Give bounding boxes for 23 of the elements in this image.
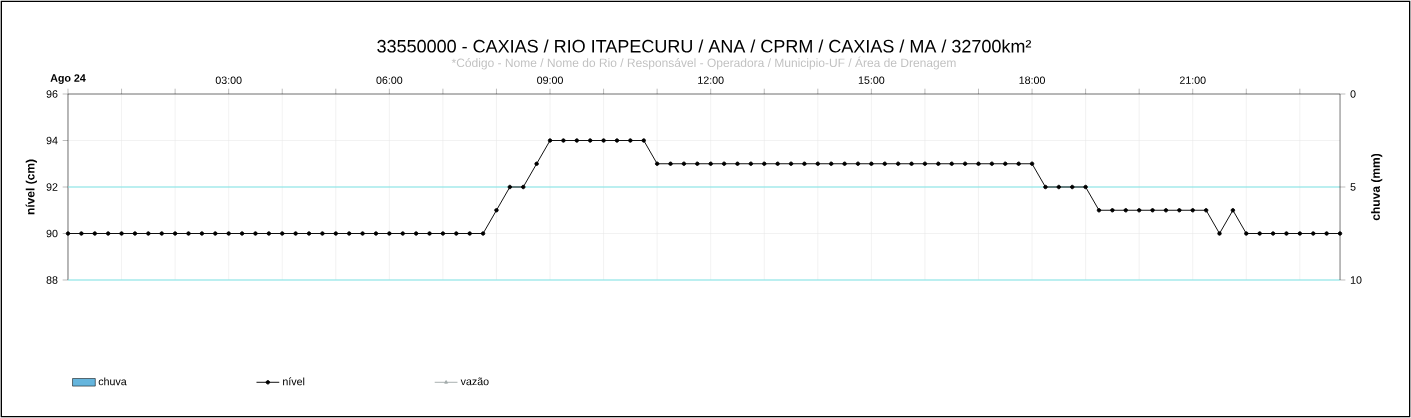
y-tick-label: 94	[46, 136, 58, 145]
y-tick-label: 92	[46, 183, 58, 191]
y2-tick-label: 5	[1350, 183, 1356, 191]
y2-axis-title: chuva (mm)	[1371, 153, 1383, 221]
x-tick-label: Ago 24	[50, 74, 86, 84]
x-tick-label: 15:00	[858, 76, 885, 84]
legend-label: vazão	[460, 377, 489, 386]
legend-label: chuva	[98, 377, 127, 386]
x-tick-label: 21:00	[1179, 76, 1206, 84]
chart-subtitle: *Código - Nome / Nome do Rio / Responsável - Operadora / Municipio-UF / Área de Drenagem	[451, 56, 956, 70]
x-tick-label: 12:00	[698, 76, 724, 84]
y-axis-title: nível (cm)	[25, 159, 37, 215]
y-tick-label: 96	[46, 90, 58, 98]
chart-title: 33550000 - CAXIAS / RIO ITAPECURU / ANA / CPRM / CAXIAS / MA / 32700km²	[377, 39, 1032, 53]
y2-tick-label: 10	[1350, 276, 1362, 284]
x-tick-label: 03:00	[215, 76, 242, 84]
y-tick-label: 90	[46, 229, 58, 238]
y2-tick-label: 0	[1350, 90, 1356, 98]
x-tick-label: 06:00	[376, 76, 403, 84]
x-tick-label: 09:00	[537, 76, 563, 84]
legend-label: nível	[283, 377, 305, 386]
x-tick-label: 18:00	[1019, 76, 1045, 84]
y-tick-label: 88	[46, 276, 58, 284]
